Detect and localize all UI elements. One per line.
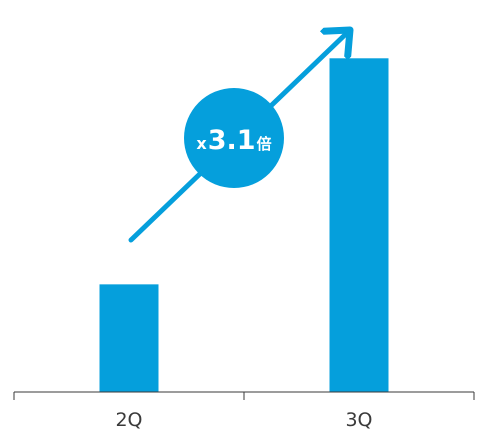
growth-badge-value: 3.1 [208,125,256,156]
growth-badge-prefix: x [196,134,207,153]
x-axis-ticks [13,392,475,400]
growth-badge-text: x3.1倍 [196,125,271,156]
x-axis-tick-labels: 2Q 3Q [115,409,372,431]
bar-3q [329,58,389,392]
bar-2q [99,284,159,392]
growth-badge: x3.1倍 [184,88,284,188]
growth-badge-unit: 倍 [257,135,272,153]
x-tick-label-2q: 2Q [115,409,142,431]
growth-badge-circle [184,88,284,188]
x-tick-label-3q: 3Q [345,409,372,431]
bars-group [99,58,389,392]
